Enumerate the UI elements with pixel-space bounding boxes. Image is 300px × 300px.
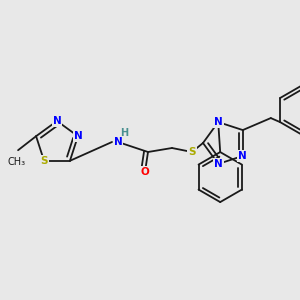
Text: N: N xyxy=(214,117,223,127)
Text: CH₃: CH₃ xyxy=(7,157,25,167)
Text: N: N xyxy=(114,137,122,147)
Text: N: N xyxy=(214,159,223,169)
Text: S: S xyxy=(40,156,48,166)
Text: H: H xyxy=(120,128,128,138)
Text: S: S xyxy=(188,147,196,157)
Text: N: N xyxy=(238,151,247,161)
Text: N: N xyxy=(74,131,82,141)
Text: N: N xyxy=(52,116,62,126)
Text: O: O xyxy=(141,167,149,177)
